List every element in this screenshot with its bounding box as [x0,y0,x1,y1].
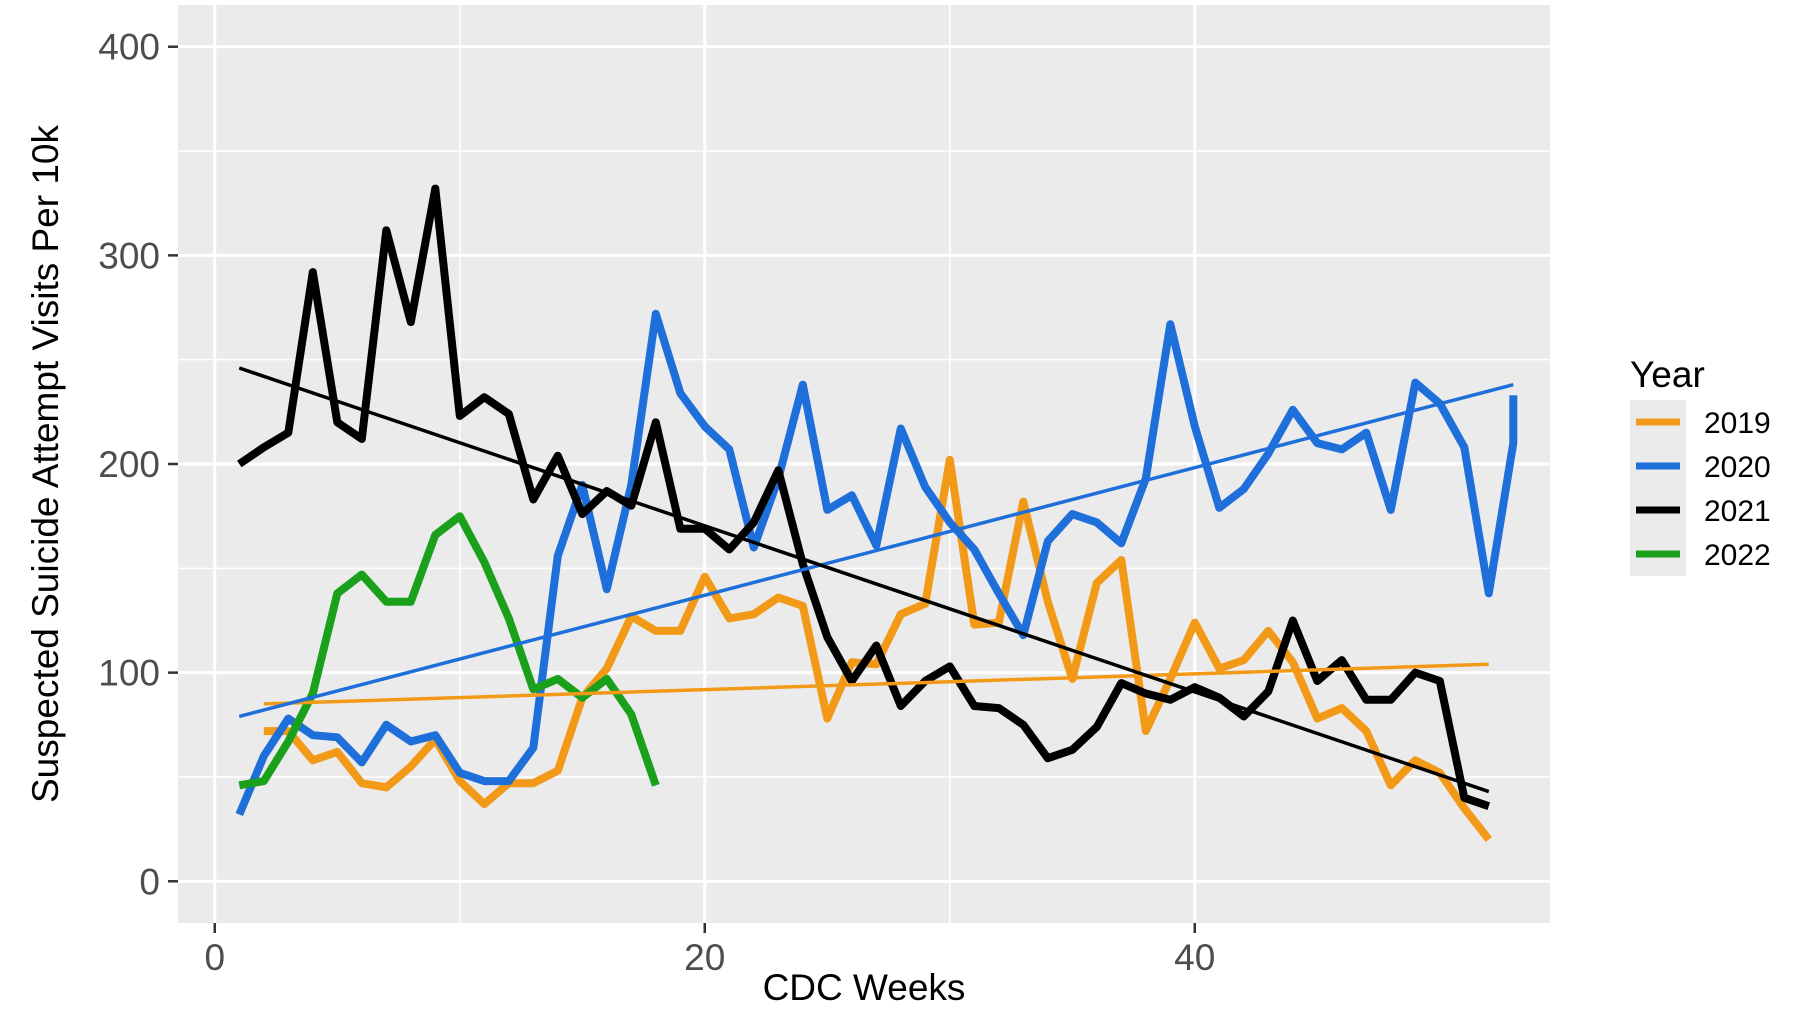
x-tick-label: 20 [684,937,725,978]
legend-label-2020: 2020 [1704,451,1771,484]
y-tick-label: 400 [98,27,160,68]
legend-label-2019: 2019 [1704,407,1771,440]
legend-items: 2019 2020 2021 2022 [1630,400,1771,576]
legend: Year 2019 2020 2021 2022 [1630,354,1771,576]
legend-label-2021: 2021 [1704,495,1771,528]
y-tick-label: 100 [98,653,160,694]
trend-line-2020 [238,383,1514,719]
trend-lines [238,366,1514,794]
y-tick-label: 300 [98,235,160,276]
series-line-2020 [235,309,1518,817]
x-tick-label: 0 [204,937,225,978]
y-tick-label: 200 [98,444,160,485]
x-axis-title: CDC Weeks [763,967,966,1008]
legend-label-2022: 2022 [1704,539,1771,572]
y-axis-title: Suspected Suicide Attempt Visits Per 10k [25,124,66,803]
series-line-2021 [237,184,1491,810]
trend-line-2019 [263,662,1489,706]
y-tick-label: 0 [139,861,160,902]
x-tick-label: 40 [1174,937,1215,978]
legend-title: Year [1630,354,1705,395]
trend-line-2021 [238,366,1490,794]
